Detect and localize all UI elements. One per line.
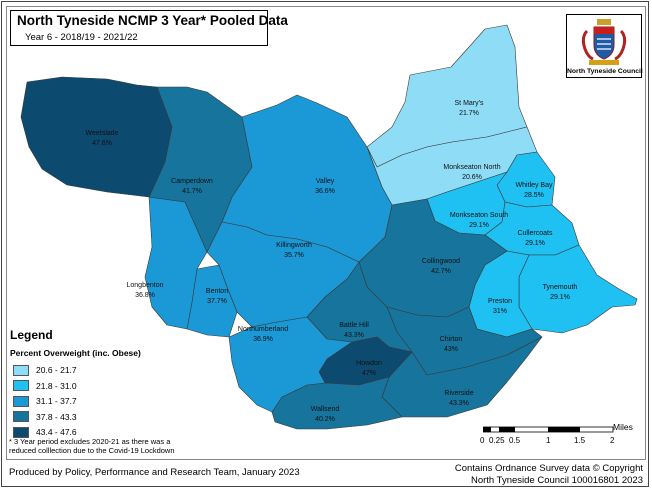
ward-value-label: 47.6% [92, 140, 112, 147]
ward-name-label: Benton [206, 288, 228, 295]
scale-unit: Miles [613, 422, 633, 432]
ward-value-label: 43.3% [344, 332, 364, 339]
footnote-line: * 3 Year period excludes 2020-21 as ther… [9, 437, 171, 446]
legend-subtitle: Percent Overweight (inc. Obese) [10, 348, 141, 358]
ward-name-label: Camperdown [171, 178, 213, 185]
legend-item: 37.8 - 43.3 [13, 410, 132, 424]
ward-value-label: 28.5% [524, 192, 544, 199]
ward-value-label: 29.1% [550, 294, 570, 301]
ward-value-label: 36.8% [135, 292, 155, 299]
ward-value-label: 42.7% [431, 268, 451, 275]
legend-item: 31.1 - 37.7 [13, 394, 132, 408]
copyright-line: Contains Ordnance Survey data © Copyrigh… [454, 463, 643, 474]
scale-tick: 0.5 [509, 436, 521, 445]
ward-tynemouth [518, 244, 638, 334]
scale-bar: Miles 0 0.25 0.5 1 1.5 2 [479, 422, 639, 448]
ward-name-label: Monkseaton South [450, 212, 508, 219]
ward-value-label: 20.6% [462, 174, 482, 181]
ward-name-label: Preston [488, 298, 512, 305]
ward-name-label: Cullercoats [517, 230, 553, 237]
legend: Legend Percent Overweight (inc. Obese) 2… [7, 328, 141, 441]
ward-name-label: Chirton [440, 336, 463, 343]
legend-swatch [13, 380, 29, 391]
scale-tick: 0.25 [489, 436, 505, 445]
scale-tick: 1.5 [574, 436, 586, 445]
legend-label: 43.4 - 47.6 [36, 427, 77, 437]
legend-swatch [13, 395, 29, 407]
ward-value-label: 37.7% [207, 298, 227, 305]
scale-tick: 0 [480, 436, 485, 445]
ward-value-label: 47% [362, 370, 376, 377]
ward-value-label: 31% [493, 308, 507, 315]
council-logo: North Tyneside Council [566, 14, 643, 78]
ward-name-label: Howdon [356, 360, 382, 367]
legend-item: 21.8 - 31.0 [13, 379, 132, 393]
ward-name-label: Killingworth [276, 242, 312, 249]
ward-name-label: Collingwood [422, 258, 460, 265]
legend-swatch [13, 411, 29, 422]
legend-title: Legend [10, 328, 53, 342]
ward-map: Weetslade 47.6% Camperdown 41.7% Valley 36.6%… [20, 24, 638, 430]
scale-tick: 2 [610, 436, 615, 445]
ward-value-label: 36.9% [253, 336, 273, 343]
ward-value-label: 40.2% [315, 416, 335, 423]
legend-item: 20.6 - 21.7 [13, 363, 132, 377]
ward-value-label: 43.3% [449, 400, 469, 407]
legend-swatch [13, 426, 29, 438]
logo-caption: North Tyneside Council [567, 68, 643, 75]
ward-name-label: Longbenton [127, 282, 164, 289]
ward-name-label: Northumberland [238, 326, 288, 333]
legend-label: 31.1 - 37.7 [36, 396, 77, 406]
ward-name-label: Riverside [444, 390, 473, 397]
legend-label: 20.6 - 21.7 [36, 365, 77, 375]
production-credit: Produced by Policy, Performance and Rese… [9, 467, 300, 478]
ward-value-label: 21.7% [459, 110, 479, 117]
ward-value-label: 43% [444, 346, 458, 353]
footnote-line: reduced colllection due to the Covid-19 … [9, 446, 175, 455]
map-subtitle: Year 6 - 2018/19 - 2021/22 [25, 32, 138, 43]
coat-of-arms-icon [581, 19, 627, 65]
map-title: North Tyneside NCMP 3 Year* Pooled Data [17, 13, 288, 28]
copyright-credit: Contains Ordnance Survey data © Copyrigh… [455, 463, 643, 487]
ward-name-label: St Mary's [455, 100, 484, 107]
scale-bar-graphic [483, 426, 614, 433]
footnote: * 3 Year period excludes 2020-21 as ther… [9, 437, 175, 455]
ward-name-label: Valley [316, 178, 335, 185]
copyright-line: North Tyneside Council 100016801 2023 [470, 475, 643, 486]
ward-name-label: Monkseaton North [443, 164, 500, 171]
ward-value-label: 35.7% [284, 252, 304, 259]
legend-item: 43.4 - 47.6 [13, 425, 132, 439]
ward-weetslade [20, 76, 173, 198]
ward-name-label: Tynemouth [543, 284, 578, 291]
ward-value-label: 29.1% [525, 240, 545, 247]
title-box: North Tyneside NCMP 3 Year* Pooled Data … [10, 10, 288, 46]
legend-swatch [13, 364, 29, 376]
scale-tick: 1 [546, 436, 551, 445]
ward-name-label: Battle Hill [339, 322, 369, 329]
ward-name-label: Whitley Bay [516, 182, 553, 189]
ward-value-label: 36.6% [315, 188, 335, 195]
legend-label: 37.8 - 43.3 [36, 411, 77, 422]
map-panel: Weetslade 47.6% Camperdown 41.7% Valley 36.6%… [6, 6, 646, 460]
legend-label: 21.8 - 31.0 [36, 380, 77, 391]
ward-value-label: 41.7% [182, 188, 202, 195]
ward-name-label: Wallsend [311, 406, 340, 413]
ward-name-label: Weetslade [86, 130, 119, 137]
ward-value-label: 29.1% [469, 222, 489, 229]
